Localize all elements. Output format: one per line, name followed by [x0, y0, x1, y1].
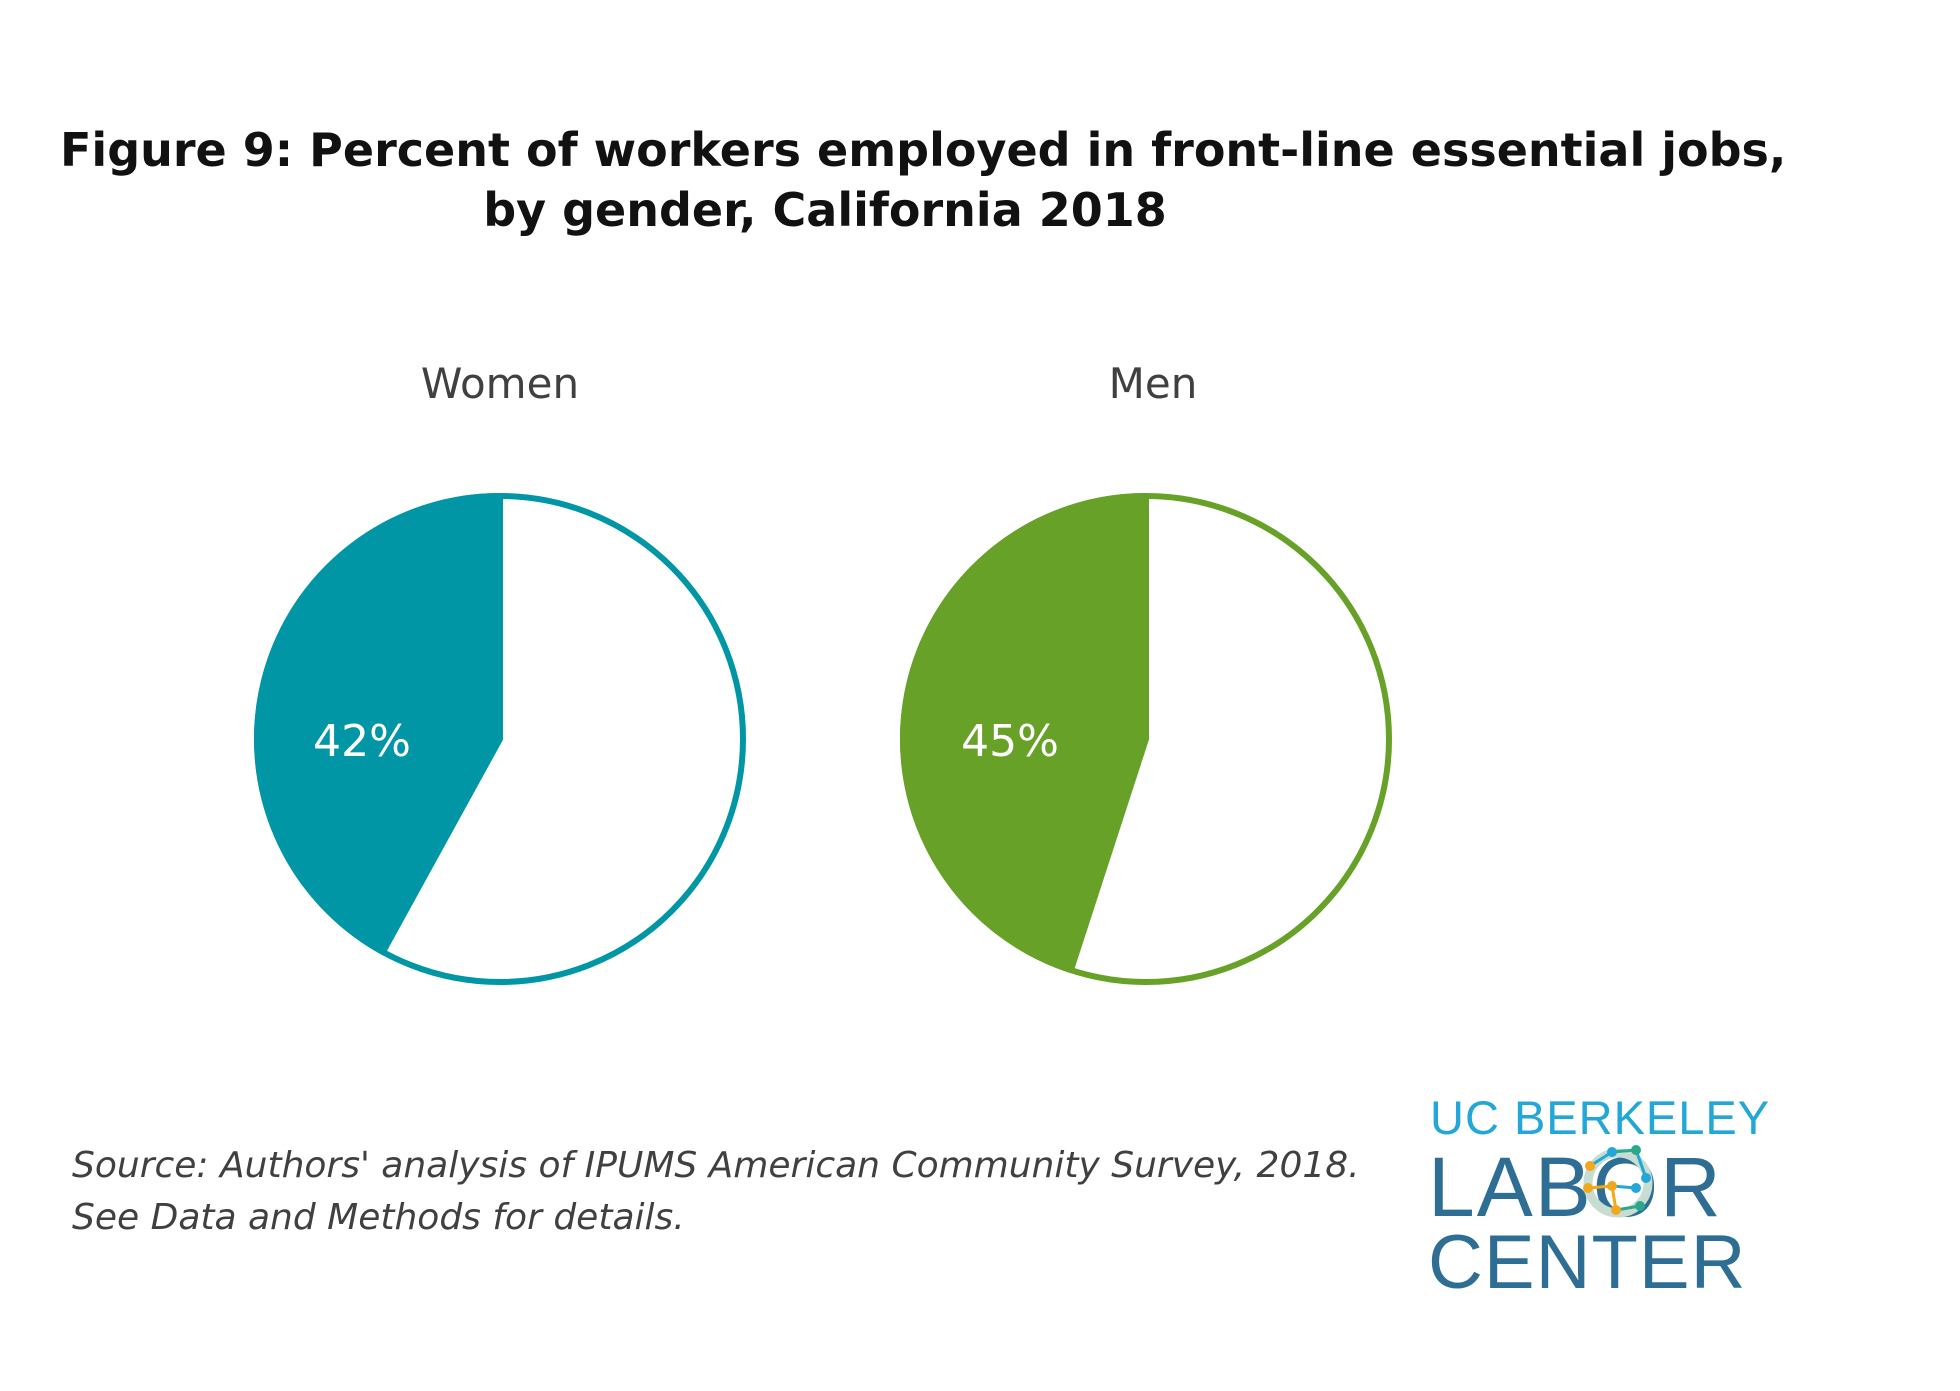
labor-center-logo: UC BERKELEY LABOR CENTER: [1428, 1090, 1769, 1310]
pie-value-label-men: 45%: [961, 716, 1059, 767]
chart-title: Figure 9: Percent of workers employed in…: [60, 120, 1787, 240]
chart-title-line1: Figure 9: Percent of workers employed in…: [60, 123, 1787, 177]
source-line2: See Data and Methods for details.: [72, 1197, 685, 1238]
logo-line1: UC BERKELEY: [1430, 1091, 1771, 1144]
logo-line2: LABOR: [1428, 1140, 1723, 1234]
chart-title-line2: by gender, California 2018: [483, 183, 1167, 237]
pie-chart-men: Men 45%: [900, 359, 1392, 985]
pie-title-men: Men: [1109, 359, 1198, 408]
pie-chart-women: Women 42%: [254, 359, 746, 985]
logo-line3: CENTER: [1428, 1220, 1747, 1305]
pie-slice-women: [254, 493, 503, 955]
source-line1: Source: Authors' analysis of IPUMS Ameri…: [72, 1145, 1360, 1186]
pie-slice-men: [900, 493, 1149, 974]
source-note: Source: Authors' analysis of IPUMS Ameri…: [72, 1140, 1360, 1244]
logo-network-icon: [1583, 1145, 1653, 1218]
pie-value-label-women: 42%: [313, 716, 411, 767]
pie-title-women: Women: [421, 359, 579, 408]
